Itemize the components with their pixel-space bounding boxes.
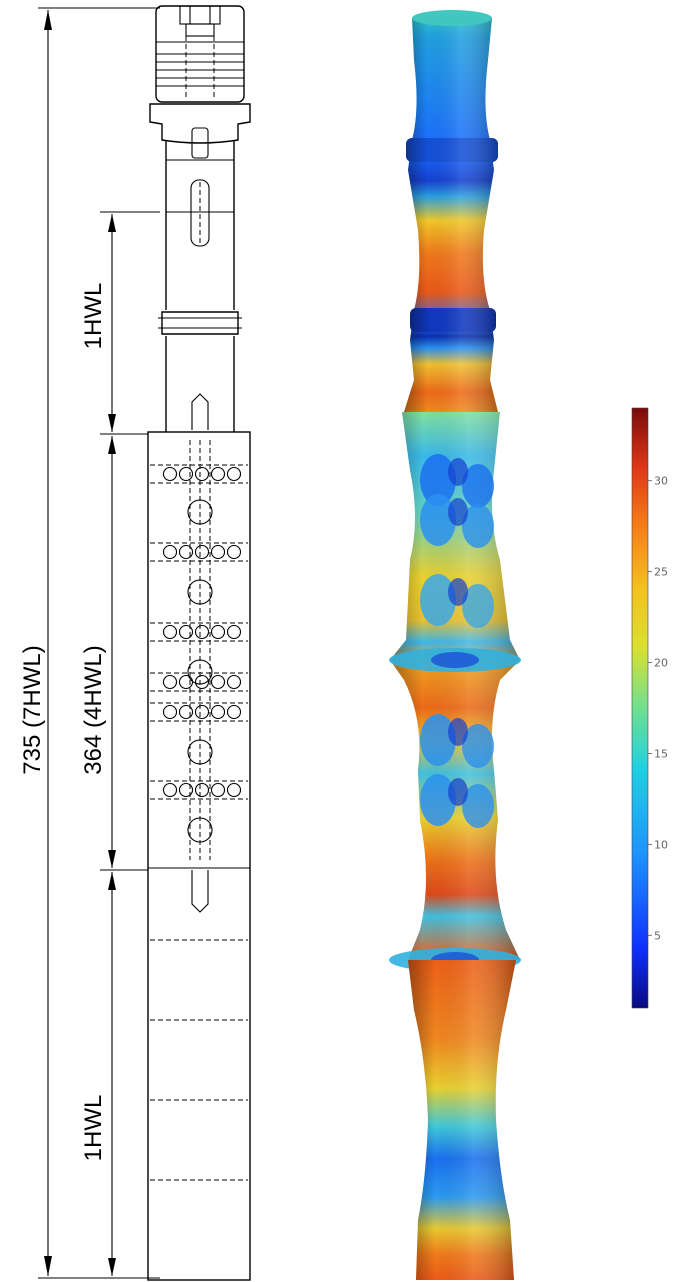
upper-shaft: [158, 140, 242, 432]
hole: [180, 468, 193, 481]
dim-label-middle: 364 (4HWL): [80, 645, 107, 774]
dim-label-bottom: 1HWL: [80, 1095, 107, 1162]
hole: [212, 626, 225, 639]
hole: [164, 468, 177, 481]
hole: [180, 546, 193, 559]
colorbar-gradient: [632, 408, 648, 1008]
center-hole: [188, 818, 212, 842]
colorbar-tick-label: 5: [654, 929, 661, 942]
hole: [180, 676, 193, 689]
colorbar-tick-label: 10: [654, 838, 668, 851]
hole: [196, 784, 209, 797]
hole: [212, 546, 225, 559]
hole: [180, 626, 193, 639]
hole: [180, 706, 193, 719]
hole: [228, 468, 241, 481]
hole: [212, 468, 225, 481]
lattice-block: [148, 432, 250, 1280]
hole: [164, 784, 177, 797]
colorbar-tick-label: 15: [654, 747, 668, 760]
hole: [164, 626, 177, 639]
model-top-cap: [412, 10, 492, 26]
hole: [196, 626, 209, 639]
color-scale-bar: 30 25 20 15 10 5: [632, 408, 668, 1008]
overall-dimension: [38, 8, 160, 1278]
segment-dimensions: [100, 212, 160, 1276]
stress-contour-model: [389, 10, 521, 1280]
hole: [228, 676, 241, 689]
technical-drawing: 735 (7HWL) 1HWL 364 (4HWL) 1HWL: [19, 6, 250, 1280]
hole: [196, 546, 209, 559]
colorbar-tick-label: 20: [654, 657, 668, 670]
hole: [212, 706, 225, 719]
top-fitting: [150, 6, 250, 158]
hole: [164, 676, 177, 689]
hole: [196, 706, 209, 719]
hole: [228, 784, 241, 797]
hole: [212, 676, 225, 689]
dim-label-top: 1HWL: [80, 283, 107, 350]
hole: [196, 468, 209, 481]
hole: [164, 546, 177, 559]
hole: [228, 546, 241, 559]
colorbar-tick-label: 25: [654, 566, 668, 579]
hole: [228, 626, 241, 639]
hole: [164, 706, 177, 719]
dim-label-total: 735 (7HWL): [19, 645, 46, 774]
hole: [228, 706, 241, 719]
hole: [180, 784, 193, 797]
colorbar-tick-label: 30: [654, 475, 668, 488]
hole: [212, 784, 225, 797]
